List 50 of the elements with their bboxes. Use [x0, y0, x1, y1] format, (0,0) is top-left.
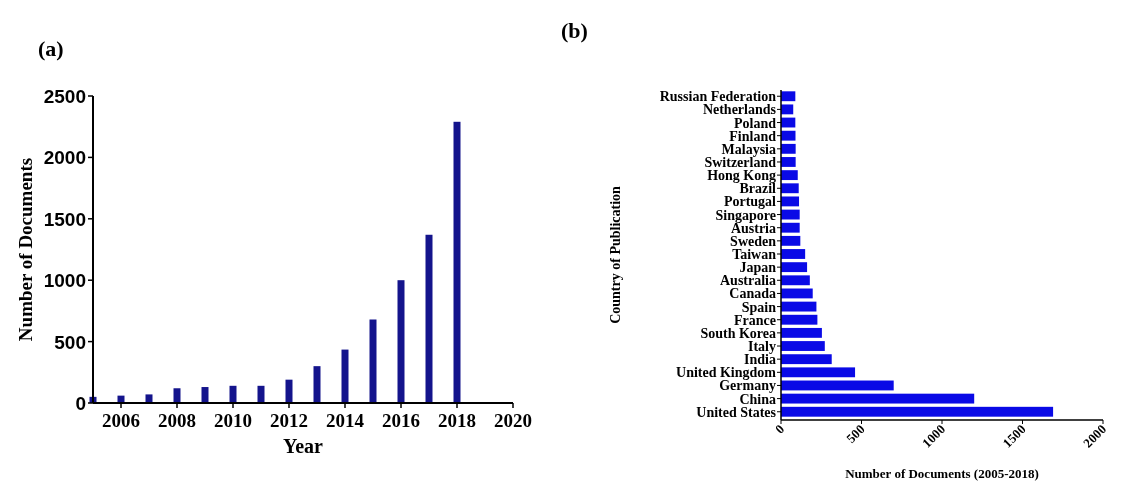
x-tick-label: 2018 [438, 410, 476, 431]
x-axis-title: Number of Documents (2005-2018) [845, 466, 1039, 481]
y-tick-label: Portugal [723, 194, 777, 210]
y-tick-label: United Kingdom [676, 365, 777, 381]
x-tick-label: 0 [771, 421, 788, 437]
bar [341, 349, 349, 403]
bar [201, 387, 209, 403]
y-tick-label: Italy [748, 339, 776, 355]
y-axis-title: Number of Documents [15, 157, 36, 342]
bar [229, 385, 237, 403]
y-tick-label: Hong Kong [707, 168, 776, 184]
y-tick-label: Taiwan [732, 247, 777, 262]
y-tick-label: South Korea [700, 325, 776, 341]
x-tick-label: 500 [843, 421, 868, 446]
bar [453, 121, 461, 403]
bar [257, 385, 265, 403]
bar [397, 280, 405, 403]
y-tick-label: 0 [75, 393, 86, 414]
y-tick-label: Russian Federation [659, 89, 777, 105]
y-tick-label: 1000 [43, 270, 86, 292]
bar [285, 379, 293, 403]
y-tick-label: Netherlands [702, 102, 777, 118]
x-tick-label: 2020 [494, 410, 532, 431]
y-tick-label: Poland [733, 115, 777, 131]
y-tick-label: 500 [54, 331, 86, 353]
x-tick-label: 2008 [158, 410, 196, 431]
y-tick-label: Sweden [730, 233, 777, 249]
y-tick-label: Canada [729, 286, 776, 302]
x-tick-label: 2006 [102, 410, 140, 431]
x-tick-label: 2012 [270, 410, 308, 431]
chart-title: (a) [38, 36, 64, 61]
x-tick-label: 2010 [214, 410, 252, 431]
bar [173, 388, 181, 403]
y-tick-label: 2500 [43, 86, 86, 107]
bar [313, 366, 321, 403]
y-tick-label: 2000 [43, 147, 86, 169]
bar [145, 394, 153, 403]
x-axis-title: Year [283, 435, 324, 457]
bar [425, 234, 433, 403]
bar [369, 319, 377, 403]
x-tick-label: 2016 [382, 410, 420, 431]
y-tick-label: Spain [741, 299, 777, 315]
y-tick-label: United States [696, 404, 777, 420]
y-tick-label: 1500 [43, 208, 86, 230]
y-tick-label: Malaysia [721, 141, 776, 157]
y-tick-label: Finland [729, 128, 777, 144]
y-tick-label: Japan [739, 260, 777, 276]
x-tick-label: 2014 [326, 410, 365, 431]
text: (b) [561, 18, 588, 43]
y-axis-title: Country of Publication [608, 185, 623, 324]
